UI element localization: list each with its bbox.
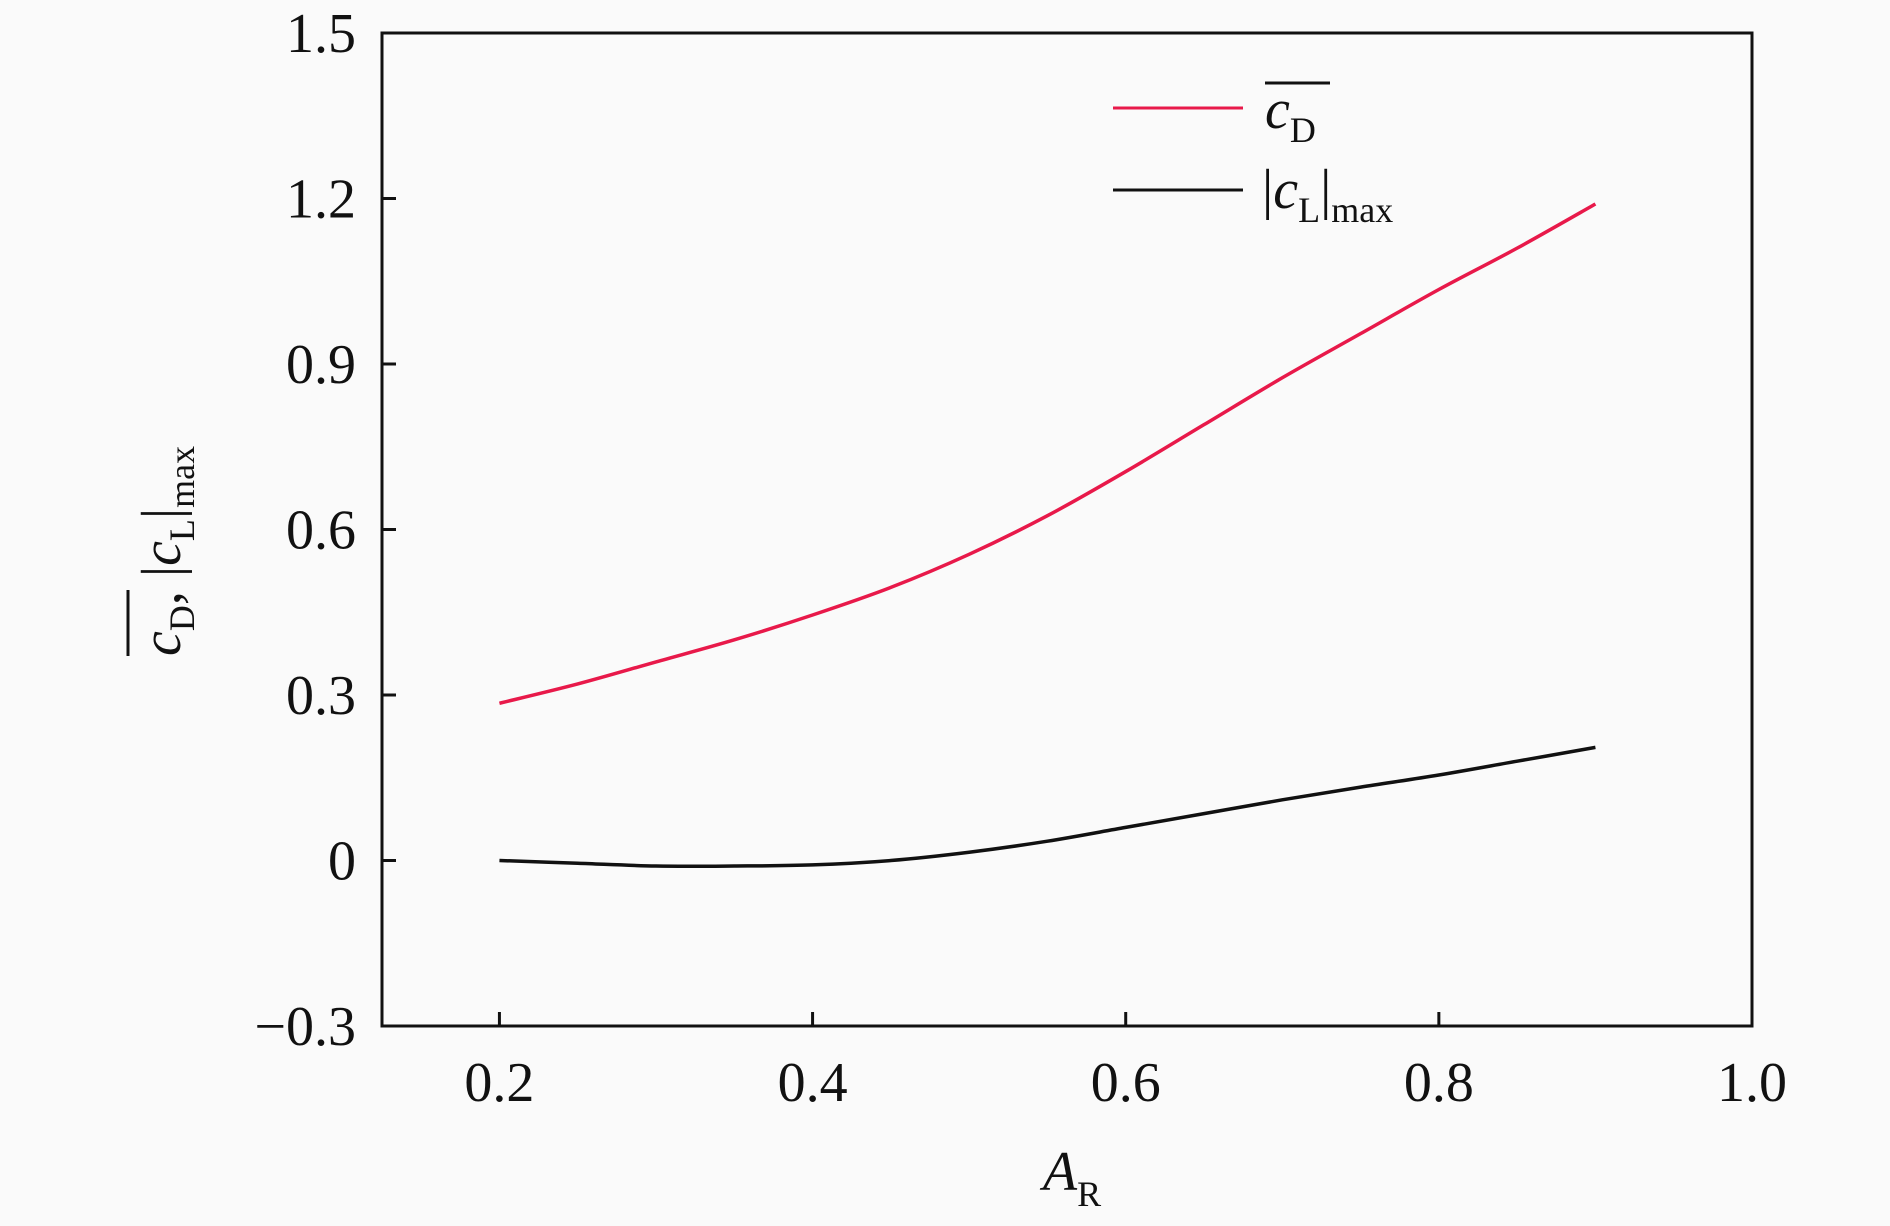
x-tick-label: 0.8 (1404, 1052, 1474, 1114)
series-layer (499, 202, 1597, 869)
y-tick-label: −0.3 (254, 996, 356, 1058)
y-axis-title-abs-sub: L (162, 519, 202, 541)
y-axis-title-mean-sub: D (162, 605, 202, 631)
plot-frame (380, 31, 1754, 1028)
x-tick-label: 1.0 (1717, 1052, 1787, 1114)
series-line-1 (499, 745, 1596, 869)
y-axis-title-abs-suffix: max (162, 446, 202, 508)
x-tick-label: 0.4 (778, 1052, 848, 1114)
x-axis-title-sub: R (1077, 1174, 1101, 1214)
x-axis-title-main: A (1039, 1141, 1078, 1203)
y-axis-title: cD,|cL|max (126, 446, 202, 656)
y-axis-title-separator: , (131, 591, 193, 605)
y-tick-label: 1.2 (286, 169, 356, 231)
y-tick-labels: −0.3 0 0.3 0.6 0.9 1.2 1.5 (254, 3, 356, 1058)
x-axis-title: AR (1039, 1141, 1101, 1214)
x-tick-label: 0.6 (1091, 1052, 1161, 1114)
y-axis-title-abs-main: c (131, 541, 193, 566)
y-tick-label: 1.5 (286, 3, 356, 65)
tick-marks (382, 31, 1754, 1028)
y-tick-label: 0 (328, 831, 356, 893)
x-tick-labels: 0.2 0.4 0.6 0.8 1.0 (464, 1052, 1787, 1114)
x-tick-label: 0.2 (464, 1052, 534, 1114)
legend-label-cl: |cL|max (1262, 159, 1393, 230)
legend: cD |cL|max (1113, 79, 1393, 230)
svg-text:cD,|cL|max: cD,|cL|max (131, 446, 202, 656)
y-tick-label: 0.3 (286, 665, 356, 727)
y-tick-label: 0.6 (286, 500, 356, 562)
legend-label-cd: cD (1265, 79, 1316, 150)
y-tick-label: 0.9 (286, 334, 356, 396)
y-axis-title-mean-main: c (131, 631, 193, 656)
series-line-0 (499, 202, 1597, 705)
